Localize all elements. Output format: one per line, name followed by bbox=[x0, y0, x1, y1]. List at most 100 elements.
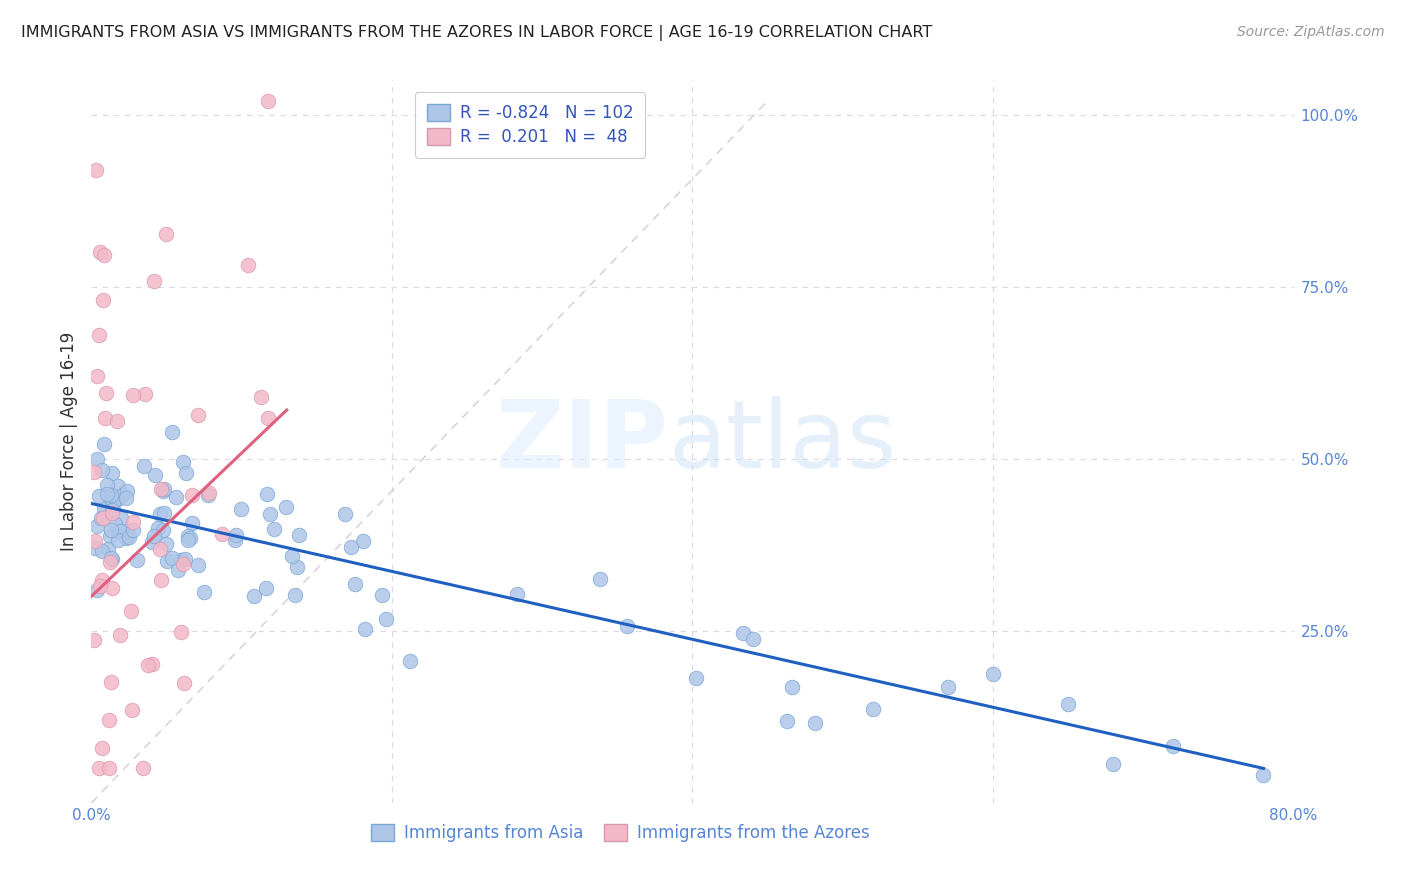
Point bbox=[152, 484, 174, 499]
Point bbox=[153, 483, 176, 497]
Point bbox=[100, 506, 122, 520]
Point bbox=[91, 511, 114, 525]
Point bbox=[97, 761, 120, 775]
Point bbox=[122, 515, 145, 529]
Point bbox=[256, 411, 278, 425]
Point bbox=[142, 274, 165, 288]
Point bbox=[93, 500, 115, 515]
Point bbox=[780, 681, 803, 695]
Text: ZIP: ZIP bbox=[495, 395, 668, 488]
Point bbox=[93, 437, 115, 451]
Point bbox=[167, 563, 190, 577]
Text: atlas: atlas bbox=[668, 395, 897, 488]
Point bbox=[122, 523, 145, 537]
Point bbox=[100, 552, 122, 566]
Point bbox=[862, 702, 884, 716]
Point bbox=[143, 529, 166, 543]
Point bbox=[153, 506, 176, 520]
Point bbox=[155, 536, 177, 550]
Point bbox=[107, 478, 129, 492]
Point bbox=[374, 612, 396, 626]
Point bbox=[1253, 768, 1275, 782]
Point bbox=[89, 245, 111, 260]
Point bbox=[176, 533, 198, 547]
Point bbox=[117, 527, 139, 541]
Point bbox=[174, 551, 197, 566]
Point bbox=[804, 716, 827, 731]
Point bbox=[165, 490, 187, 504]
Point bbox=[84, 533, 107, 548]
Point bbox=[198, 485, 221, 500]
Point bbox=[122, 388, 145, 402]
Point bbox=[152, 523, 174, 537]
Point bbox=[98, 713, 121, 727]
Point bbox=[90, 462, 112, 476]
Point bbox=[125, 553, 148, 567]
Point bbox=[96, 385, 118, 400]
Point bbox=[90, 511, 112, 525]
Point bbox=[114, 491, 136, 506]
Point bbox=[93, 248, 115, 262]
Point bbox=[284, 588, 307, 602]
Point bbox=[263, 522, 285, 536]
Point bbox=[96, 486, 118, 500]
Point bbox=[114, 531, 136, 545]
Point bbox=[181, 488, 204, 502]
Point bbox=[155, 227, 177, 241]
Point bbox=[276, 500, 298, 515]
Point bbox=[104, 517, 127, 532]
Point bbox=[98, 491, 121, 505]
Point bbox=[505, 586, 527, 600]
Point bbox=[90, 740, 112, 755]
Point bbox=[160, 551, 183, 566]
Point bbox=[134, 387, 156, 401]
Legend: Immigrants from Asia, Immigrants from the Azores: Immigrants from Asia, Immigrants from th… bbox=[364, 817, 876, 848]
Point bbox=[156, 554, 179, 568]
Point bbox=[141, 534, 163, 549]
Point bbox=[173, 676, 195, 690]
Point bbox=[115, 524, 138, 538]
Point bbox=[257, 94, 280, 108]
Point bbox=[588, 572, 610, 586]
Point bbox=[170, 624, 193, 639]
Point bbox=[250, 390, 273, 404]
Point bbox=[1161, 739, 1184, 753]
Point bbox=[399, 653, 422, 667]
Point bbox=[149, 482, 172, 496]
Point bbox=[146, 521, 169, 535]
Point bbox=[149, 573, 172, 587]
Point bbox=[170, 552, 193, 566]
Point bbox=[616, 619, 638, 633]
Point bbox=[103, 495, 125, 509]
Point bbox=[281, 549, 304, 563]
Point bbox=[254, 582, 277, 596]
Point bbox=[181, 516, 204, 530]
Point bbox=[93, 410, 115, 425]
Point bbox=[741, 632, 763, 647]
Point bbox=[143, 467, 166, 482]
Point bbox=[100, 551, 122, 566]
Point bbox=[132, 761, 155, 775]
Point bbox=[121, 703, 143, 717]
Point bbox=[86, 583, 108, 598]
Point bbox=[344, 577, 367, 591]
Point bbox=[87, 489, 110, 503]
Point bbox=[1102, 757, 1125, 772]
Point bbox=[83, 466, 105, 480]
Point bbox=[177, 529, 200, 543]
Y-axis label: In Labor Force | Age 16-19: In Labor Force | Age 16-19 bbox=[60, 332, 79, 551]
Point bbox=[86, 518, 108, 533]
Point bbox=[285, 560, 308, 574]
Point bbox=[193, 585, 215, 599]
Point bbox=[110, 524, 132, 539]
Point bbox=[148, 508, 170, 522]
Point bbox=[172, 558, 194, 572]
Point bbox=[101, 503, 124, 517]
Point bbox=[86, 451, 108, 466]
Point bbox=[84, 541, 107, 556]
Point bbox=[101, 498, 124, 512]
Point bbox=[83, 632, 105, 647]
Point bbox=[335, 508, 357, 522]
Point bbox=[100, 581, 122, 595]
Point bbox=[256, 487, 278, 501]
